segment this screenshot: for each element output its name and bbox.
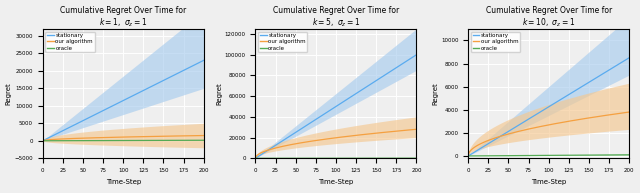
Legend: stationary, our algorithm, oracle: stationary, our algorithm, oracle bbox=[471, 32, 520, 52]
Title: Cumulative Regret Over Time for
$k = 10,\ \sigma_z = 1$: Cumulative Regret Over Time for $k = 10,… bbox=[486, 6, 612, 29]
X-axis label: Time-Step: Time-Step bbox=[318, 179, 353, 185]
Title: Cumulative Regret Over Time for
$k = 1,\ \sigma_z = 1$: Cumulative Regret Over Time for $k = 1,\… bbox=[60, 6, 186, 29]
Legend: stationary, our algorithm, oracle: stationary, our algorithm, oracle bbox=[45, 32, 95, 52]
X-axis label: Time-Step: Time-Step bbox=[106, 179, 141, 185]
Y-axis label: Regret: Regret bbox=[432, 82, 438, 105]
X-axis label: Time-Step: Time-Step bbox=[531, 179, 566, 185]
Legend: stationary, our algorithm, oracle: stationary, our algorithm, oracle bbox=[258, 32, 307, 52]
Y-axis label: Regret: Regret bbox=[6, 82, 12, 105]
Y-axis label: Regret: Regret bbox=[216, 82, 222, 105]
Title: Cumulative Regret Over Time for
$k = 5,\ \sigma_z = 1$: Cumulative Regret Over Time for $k = 5,\… bbox=[273, 6, 399, 29]
